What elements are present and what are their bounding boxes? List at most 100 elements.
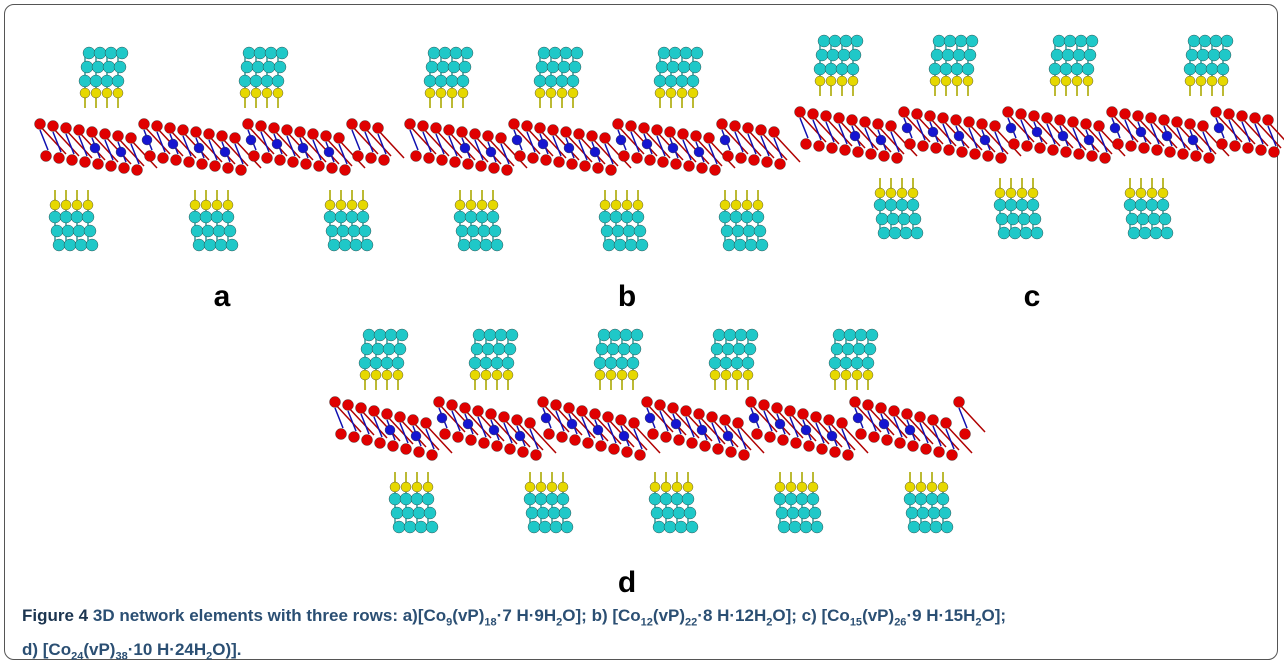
atom [718, 210, 732, 224]
atom [112, 87, 124, 99]
atom [535, 481, 547, 493]
atom [245, 134, 257, 146]
caption-label: Figure 4 [22, 606, 89, 625]
panel-label: c [1024, 280, 1041, 313]
atom [748, 412, 760, 424]
bond [890, 127, 918, 157]
atom [1061, 48, 1075, 62]
atom [667, 402, 679, 414]
atom [557, 60, 571, 74]
atom [399, 492, 413, 506]
atom [612, 118, 624, 130]
bond [747, 129, 775, 159]
atom [950, 114, 962, 126]
atom [946, 449, 958, 461]
bond [838, 123, 848, 145]
atom [592, 424, 604, 436]
bond [643, 129, 671, 159]
bond [1228, 115, 1256, 145]
atom [464, 210, 478, 224]
atom [495, 132, 507, 144]
bond [578, 139, 588, 161]
bond [65, 133, 75, 155]
atom [842, 449, 854, 461]
bond [919, 422, 929, 444]
atom [320, 130, 332, 142]
bond [234, 139, 262, 169]
atom [872, 118, 884, 130]
atom [164, 122, 176, 134]
atom [745, 328, 759, 342]
atom [313, 160, 325, 172]
atom [417, 120, 429, 132]
atom [843, 328, 857, 342]
bond [182, 135, 192, 157]
atom [773, 492, 787, 506]
bond [461, 133, 489, 163]
atom [414, 520, 428, 534]
bond [104, 139, 114, 161]
bond [143, 125, 171, 155]
atom [346, 118, 358, 130]
atom [784, 405, 796, 417]
atom [907, 520, 921, 534]
atom [1157, 187, 1169, 199]
atom [300, 158, 312, 170]
atom [540, 154, 552, 166]
caption-text: (vP) [83, 640, 116, 660]
atom [709, 369, 721, 381]
atom [810, 411, 822, 423]
atom [1124, 187, 1136, 199]
atom [595, 342, 609, 356]
atom [915, 481, 927, 493]
atom [803, 440, 815, 452]
atom [573, 128, 585, 140]
atom [1002, 106, 1014, 118]
atom [606, 342, 620, 356]
bond [994, 131, 1004, 153]
atom [89, 74, 103, 88]
atom [725, 446, 737, 458]
bond [1007, 113, 1035, 143]
atom [225, 238, 239, 252]
bond [750, 403, 778, 433]
atom [468, 356, 482, 370]
atom [768, 126, 780, 138]
atom [615, 134, 627, 146]
atom [34, 118, 46, 130]
atom [60, 199, 72, 211]
atom [1109, 122, 1121, 134]
atom [1028, 110, 1040, 122]
atom [540, 412, 552, 424]
atom [455, 224, 469, 238]
atom [771, 402, 783, 414]
atom [941, 48, 955, 62]
atom [1071, 75, 1083, 87]
atom [884, 198, 898, 212]
atom [422, 481, 434, 493]
atom [810, 520, 824, 534]
atom [666, 60, 680, 74]
atom [235, 164, 247, 176]
atom [486, 210, 500, 224]
atom [90, 87, 102, 99]
bond [604, 143, 614, 165]
atom [891, 152, 903, 164]
atom [335, 428, 347, 440]
atom [761, 156, 773, 168]
atom [445, 74, 459, 88]
atom [357, 199, 369, 211]
atom [1164, 146, 1176, 158]
atom [833, 112, 845, 124]
atom [433, 396, 445, 408]
atom [930, 142, 942, 154]
atom [485, 408, 497, 420]
atom [1249, 112, 1261, 124]
atom [543, 428, 555, 440]
atom [839, 34, 853, 48]
atom [338, 238, 352, 252]
atom [1054, 114, 1066, 126]
atom [592, 162, 604, 174]
atom [961, 62, 975, 76]
subscript: 15 [849, 616, 863, 629]
